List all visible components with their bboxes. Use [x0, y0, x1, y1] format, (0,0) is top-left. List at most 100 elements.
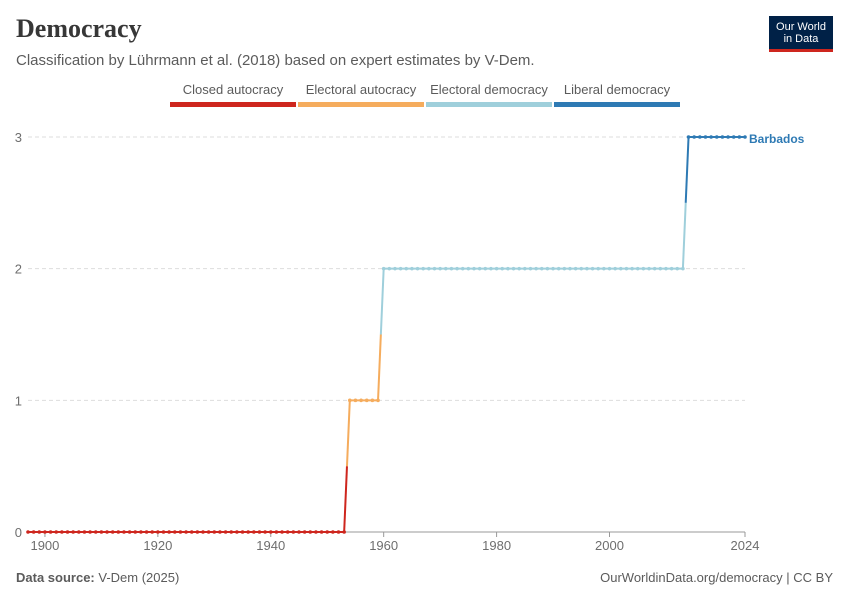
- legend-item-liberal-democracy[interactable]: Liberal democracy: [554, 82, 680, 107]
- data-point: [110, 530, 115, 534]
- data-point: [714, 135, 719, 139]
- data-point: [246, 530, 250, 534]
- data-point: [218, 530, 222, 534]
- data-point: [229, 530, 234, 534]
- data-point: [398, 266, 403, 271]
- data-point: [709, 135, 713, 139]
- data-point: [438, 266, 442, 271]
- series-transition: [343, 466, 348, 533]
- data-point: [585, 266, 589, 271]
- data-point: [144, 530, 149, 534]
- data-point: [630, 266, 634, 271]
- data-point: [596, 266, 601, 271]
- data-point: [99, 530, 104, 534]
- data-point: [421, 266, 425, 271]
- data-point: [336, 530, 341, 534]
- data-point: [432, 266, 437, 271]
- data-point: [268, 530, 273, 534]
- data-point: [359, 398, 363, 403]
- data-point: [517, 266, 521, 271]
- data-point: [483, 266, 488, 271]
- data-point: [257, 530, 262, 534]
- data-point: [506, 266, 510, 271]
- data-point: [692, 135, 696, 139]
- data-point: [528, 266, 533, 271]
- data-point: [308, 530, 313, 534]
- data-point: [387, 266, 392, 271]
- data-point: [500, 266, 505, 271]
- license-link[interactable]: OurWorldinData.org/democracy | CC BY: [600, 570, 833, 585]
- data-point: [562, 266, 567, 271]
- data-point: [178, 530, 183, 534]
- data-point: [285, 530, 290, 534]
- data-point: [698, 135, 702, 139]
- owid-logo[interactable]: Our World in Data: [769, 16, 833, 52]
- data-point: [263, 530, 267, 534]
- x-tick-label: 1900: [30, 538, 59, 553]
- data-point: [393, 266, 397, 271]
- x-tick-label: 1940: [256, 538, 285, 553]
- data-point: [88, 530, 92, 534]
- chart-subtitle: Classification by Lührmann et al. (2018)…: [16, 52, 535, 69]
- data-point: [556, 266, 561, 271]
- data-point: [579, 266, 584, 271]
- data-point: [602, 266, 606, 271]
- series-transition: [377, 334, 382, 401]
- y-tick-label: 2: [15, 262, 22, 277]
- data-point: [551, 266, 555, 271]
- data-point: [195, 530, 200, 534]
- data-point: [189, 530, 194, 534]
- data-point: [280, 530, 284, 534]
- legend-label: Closed autocracy: [182, 82, 284, 97]
- data-point: [172, 530, 177, 534]
- legend-item-closed-autocracy[interactable]: Closed autocracy: [170, 82, 296, 107]
- data-point: [731, 135, 736, 139]
- data-point: [116, 530, 121, 534]
- data-point: [184, 530, 188, 534]
- x-tick-label: 1960: [369, 538, 398, 553]
- legend-label: Electoral democracy: [430, 82, 548, 97]
- data-point: [82, 530, 87, 534]
- legend-label: Liberal democracy: [563, 82, 671, 97]
- data-point: [133, 530, 138, 534]
- series-transition: [684, 136, 690, 203]
- data-point: [139, 530, 143, 534]
- data-point: [127, 530, 132, 534]
- data-point: [427, 266, 431, 271]
- data-point: [235, 530, 239, 534]
- data-point: [223, 530, 228, 534]
- data-point: [664, 266, 668, 271]
- legend-item-electoral-democracy[interactable]: Electoral democracy: [426, 82, 552, 107]
- data-point: [641, 266, 646, 271]
- data-point: [613, 266, 617, 271]
- data-point: [568, 266, 572, 271]
- data-point: [539, 266, 544, 271]
- data-point: [404, 266, 409, 271]
- legend-item-electoral-autocracy[interactable]: Electoral autocracy: [298, 82, 424, 107]
- series-transition: [681, 202, 687, 269]
- data-point: [319, 530, 324, 534]
- data-point: [71, 530, 75, 534]
- data-point: [274, 530, 279, 534]
- data-point: [48, 530, 53, 534]
- x-tick-label: 1920: [143, 538, 172, 553]
- data-point: [291, 530, 296, 534]
- data-point: [573, 266, 578, 271]
- data-point: [77, 530, 81, 534]
- y-tick-label: 0: [15, 525, 22, 540]
- data-point: [353, 398, 358, 403]
- data-point: [489, 266, 493, 271]
- data-point: [607, 266, 612, 271]
- data-point: [37, 530, 42, 534]
- data-point: [545, 266, 550, 271]
- data-point: [370, 398, 375, 403]
- data-point: [302, 530, 307, 534]
- series-transition: [379, 268, 385, 335]
- data-point: [150, 530, 155, 534]
- data-point: [534, 266, 538, 271]
- data-point: [410, 266, 414, 271]
- data-point: [511, 266, 516, 271]
- y-tick-label: 1: [15, 393, 22, 408]
- data-point: [60, 530, 64, 534]
